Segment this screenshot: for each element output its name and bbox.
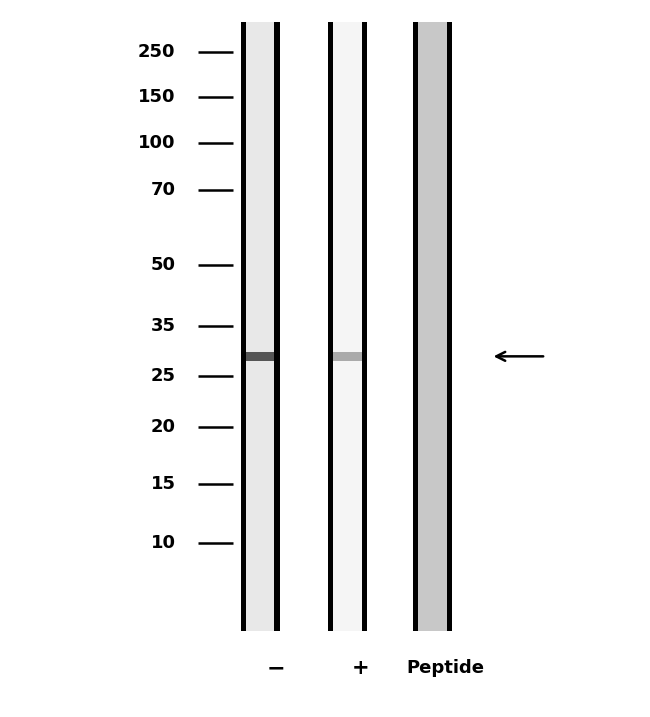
Text: 20: 20 (151, 417, 176, 436)
Bar (333, 22, 362, 631)
Text: 10: 10 (151, 534, 176, 553)
Text: 35: 35 (151, 317, 176, 336)
Bar (418, 22, 447, 631)
Text: 25: 25 (151, 367, 176, 386)
Text: +: + (352, 658, 370, 678)
Bar (246, 22, 274, 631)
Text: Peptide: Peptide (406, 659, 484, 678)
Bar (333, 351, 362, 361)
Bar (246, 351, 274, 361)
Text: 50: 50 (151, 256, 176, 275)
Bar (413, 22, 452, 631)
Text: 150: 150 (138, 87, 176, 106)
Text: −: − (267, 658, 285, 678)
Text: 70: 70 (151, 181, 176, 199)
Text: 100: 100 (138, 134, 176, 153)
Bar (240, 22, 280, 631)
Text: 250: 250 (138, 42, 176, 61)
Text: 15: 15 (151, 475, 176, 493)
Bar (328, 22, 367, 631)
